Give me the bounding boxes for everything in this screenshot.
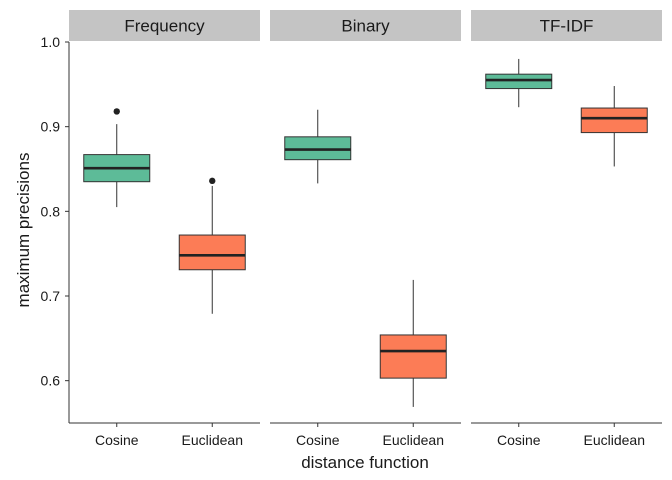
facet-strip-label: Frequency bbox=[124, 17, 205, 36]
panel-binary: Binary Cosine Euclidean bbox=[270, 10, 461, 448]
box-cosine bbox=[83, 108, 151, 208]
facet-strip bbox=[471, 10, 662, 41]
x-tick-label: Euclidean bbox=[584, 432, 646, 448]
x-axis-title: distance function bbox=[301, 453, 429, 472]
y-tick-label: 0.7 bbox=[41, 288, 61, 304]
x-tick-label: Cosine bbox=[95, 432, 139, 448]
x-tick-label: Euclidean bbox=[383, 432, 445, 448]
outlier-point bbox=[113, 108, 120, 115]
y-axis-title: maximum precisions bbox=[14, 153, 33, 308]
iqr-box bbox=[379, 334, 447, 379]
facet-strip bbox=[270, 10, 461, 41]
y-tick-label: 0.9 bbox=[41, 119, 61, 135]
x-tick-label: Cosine bbox=[497, 432, 541, 448]
box-euclidean bbox=[178, 177, 246, 314]
x-tick-label: Cosine bbox=[296, 432, 340, 448]
facet-strip-label: Binary bbox=[341, 17, 390, 36]
box-euclidean bbox=[379, 279, 447, 407]
iqr-box bbox=[580, 107, 648, 134]
box-euclidean bbox=[580, 86, 648, 167]
y-tick-label: 1.0 bbox=[41, 34, 61, 50]
x-tick-label: Euclidean bbox=[182, 432, 244, 448]
box-cosine bbox=[485, 58, 553, 108]
facet-strip bbox=[69, 10, 260, 41]
y-axis: 0.6 0.7 0.8 0.9 1.0 bbox=[41, 34, 70, 423]
panel-frequency: Frequency Cosine Euclidean bbox=[69, 10, 260, 448]
outlier-point bbox=[209, 177, 216, 185]
box-cosine bbox=[284, 109, 352, 184]
facet-strip-label: TF-IDF bbox=[540, 17, 594, 36]
facet-panels: Frequency Cosine Euclidean Binary Cosine Eucl… bbox=[69, 10, 662, 448]
y-tick-label: 0.6 bbox=[41, 373, 61, 389]
panel-tf-idf: TF-IDF Cosine Euclidean bbox=[471, 10, 662, 448]
y-tick-label: 0.8 bbox=[41, 203, 61, 219]
iqr-box bbox=[178, 234, 246, 271]
